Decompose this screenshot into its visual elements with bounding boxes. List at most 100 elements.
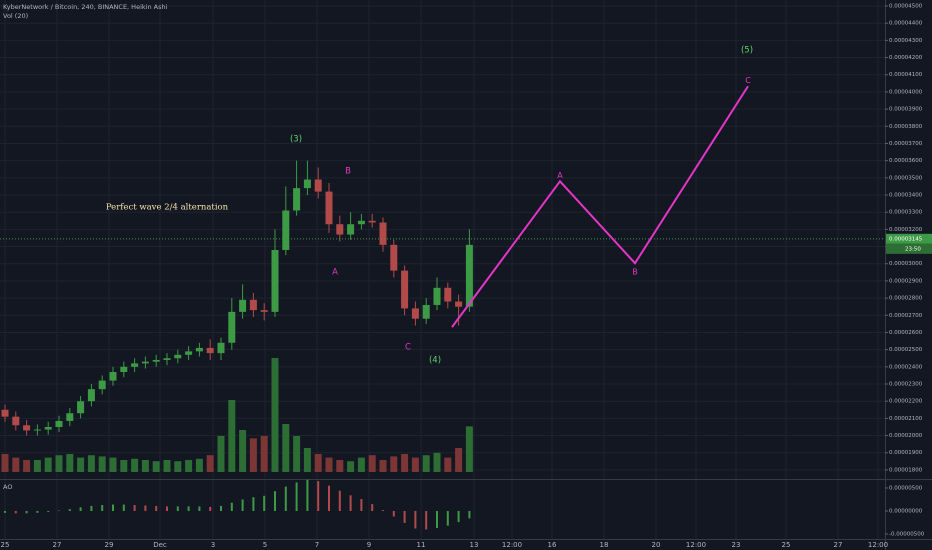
ao-bar <box>284 486 287 511</box>
ao-bar <box>4 511 6 513</box>
volume-title: Vol (20) <box>3 12 28 20</box>
ao-bar <box>274 491 276 511</box>
candle-body <box>303 179 311 189</box>
x-tick-label: 25 <box>1 541 10 549</box>
candle-body <box>1 409 9 417</box>
x-tick-label: 12:00 <box>868 541 888 549</box>
ao-bar <box>457 511 460 523</box>
candle-body <box>98 380 106 390</box>
candle-body <box>379 222 387 245</box>
candle-body <box>282 210 290 250</box>
candle-body <box>347 224 355 235</box>
ao-bar <box>468 511 471 519</box>
ao-bar <box>328 485 330 511</box>
ao-bar <box>90 505 93 511</box>
candle-body <box>195 347 203 352</box>
volume-bar <box>152 461 160 472</box>
volume-bar <box>336 460 344 472</box>
volume-bar <box>120 460 128 472</box>
volume-bar <box>444 457 452 472</box>
ao-bar <box>338 490 341 511</box>
volume-bar <box>433 452 441 472</box>
ao-bar <box>446 511 449 526</box>
candle-body <box>293 188 301 211</box>
volume-bar <box>303 448 311 472</box>
y-tick-label: 0.00003300 <box>889 210 923 216</box>
x-tick-label: 5 <box>263 541 267 549</box>
ao-bar <box>436 511 438 529</box>
ao-bar <box>68 509 71 511</box>
ao-bar <box>14 511 17 514</box>
wave-label: C <box>405 343 411 353</box>
volume-bar <box>195 458 203 472</box>
y-tick-label: 0.00002700 <box>889 313 923 319</box>
candle-body <box>401 270 409 309</box>
volume-bar <box>44 457 52 472</box>
volume-bar <box>185 460 193 472</box>
x-tick-label: 25 <box>782 541 791 549</box>
candle-body <box>390 244 398 271</box>
ao-bar <box>112 504 114 511</box>
ao-bar <box>349 495 352 511</box>
ao-bar <box>295 482 298 511</box>
candle-body <box>325 191 333 225</box>
y-tick-label: 0.00004400 <box>889 21 923 27</box>
volume-bar <box>422 455 430 472</box>
y-tick-label: 0.00002400 <box>889 364 923 370</box>
candle-body <box>109 371 117 381</box>
y-tick-label: 0.00002600 <box>889 330 923 336</box>
volume-bar <box>271 358 279 472</box>
ao-bar <box>155 505 158 511</box>
volume-bar <box>455 448 463 472</box>
volume-bar <box>293 436 301 472</box>
volume-bar <box>390 456 398 472</box>
y-tick-label: 0.00003200 <box>889 227 923 233</box>
y-tick-label: 0.00003000 <box>889 261 923 267</box>
candle-body <box>163 358 171 360</box>
grid <box>0 0 885 539</box>
candle-body <box>131 363 139 367</box>
volume-bar <box>260 436 268 472</box>
x-tick-label: 11 <box>417 541 426 549</box>
volume-bar <box>368 455 376 472</box>
x-tick-label: 13 <box>470 541 479 549</box>
volume-bar <box>379 460 387 472</box>
x-tick-label: 16 <box>548 541 557 549</box>
x-tick-label: 23 <box>732 541 741 549</box>
volume-bar <box>465 426 473 472</box>
wave-label: A <box>332 268 338 278</box>
volume-bar <box>1 454 9 472</box>
ao-bar <box>36 511 39 513</box>
y-tick-label: 0.00004000 <box>889 89 923 95</box>
candle-body <box>44 426 52 430</box>
y-tick-label: 0.00002200 <box>889 399 923 405</box>
volume-bar <box>87 455 95 472</box>
volume-bar <box>411 457 419 472</box>
candle-body <box>411 308 419 319</box>
last-price-box <box>886 233 932 244</box>
ao-bar <box>220 505 222 511</box>
volume-bar <box>23 460 31 472</box>
candle-body <box>55 420 63 427</box>
candle-body <box>455 301 463 307</box>
ao-bar <box>79 507 82 511</box>
x-tick-label: 27 <box>834 541 843 549</box>
ao-bar <box>425 511 428 530</box>
x-tick-label: 20 <box>652 541 661 549</box>
x-tick-label: 27 <box>53 541 62 549</box>
volume-bar <box>55 455 63 472</box>
volume-bar <box>325 457 333 472</box>
volume-bar <box>217 436 225 472</box>
y-tick-label: 0.00003500 <box>889 175 923 181</box>
candle-body <box>239 299 247 312</box>
candle-body <box>336 224 344 235</box>
ao-bar <box>230 502 233 511</box>
candle-body <box>444 287 452 302</box>
projection-label: C <box>745 76 751 85</box>
candle-body <box>228 311 236 343</box>
y-tick-label: 0.00003800 <box>889 124 923 130</box>
y-tick-label: 0.00004100 <box>889 72 923 78</box>
volume-bar <box>282 424 290 472</box>
volume-bar <box>401 454 409 472</box>
